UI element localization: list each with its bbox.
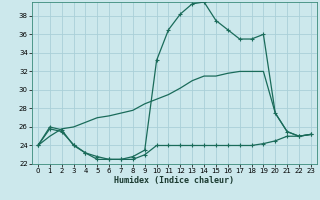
X-axis label: Humidex (Indice chaleur): Humidex (Indice chaleur)	[115, 176, 234, 185]
